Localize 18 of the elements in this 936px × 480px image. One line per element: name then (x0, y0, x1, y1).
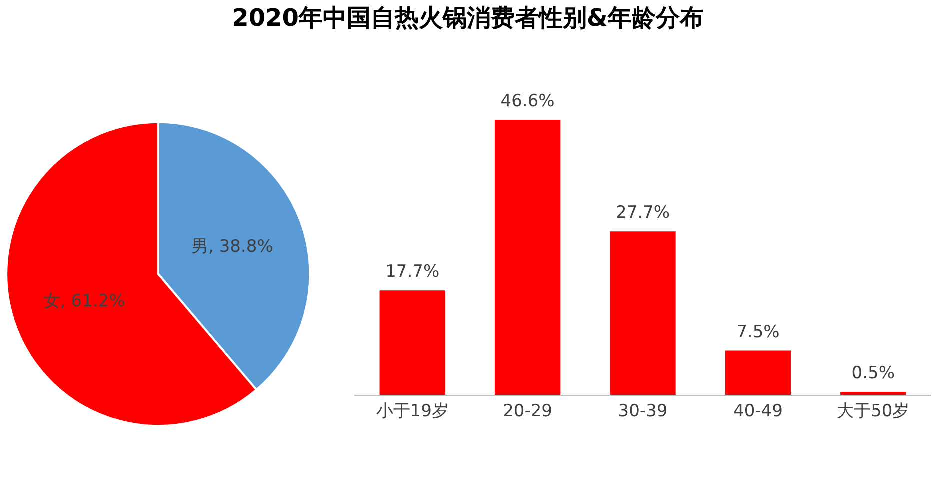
data-label: 17.7% (386, 262, 440, 282)
slice-label: 女, 61.2% (43, 291, 126, 312)
x-tick-label: 20-29 (503, 402, 553, 422)
bar (610, 232, 676, 395)
text: 2020年中国自热火锅消费者性别&年龄分布 (231, 3, 705, 34)
x-tick-label: 大于50岁 (837, 402, 910, 422)
x-tick-label: 小于19岁 (376, 402, 449, 422)
data-label: 46.6% (500, 92, 555, 112)
x-tick-label: 30-39 (618, 402, 668, 422)
slice-label: 男, 38.8% (192, 237, 274, 258)
bar (380, 290, 446, 395)
data-label: 0.5% (852, 364, 895, 384)
data-label: 7.5% (736, 322, 780, 342)
x-tick-label: 40-49 (733, 402, 783, 422)
bar (840, 392, 906, 395)
bar (494, 120, 561, 395)
bar (725, 350, 792, 395)
data-label: 27.7% (616, 203, 670, 224)
